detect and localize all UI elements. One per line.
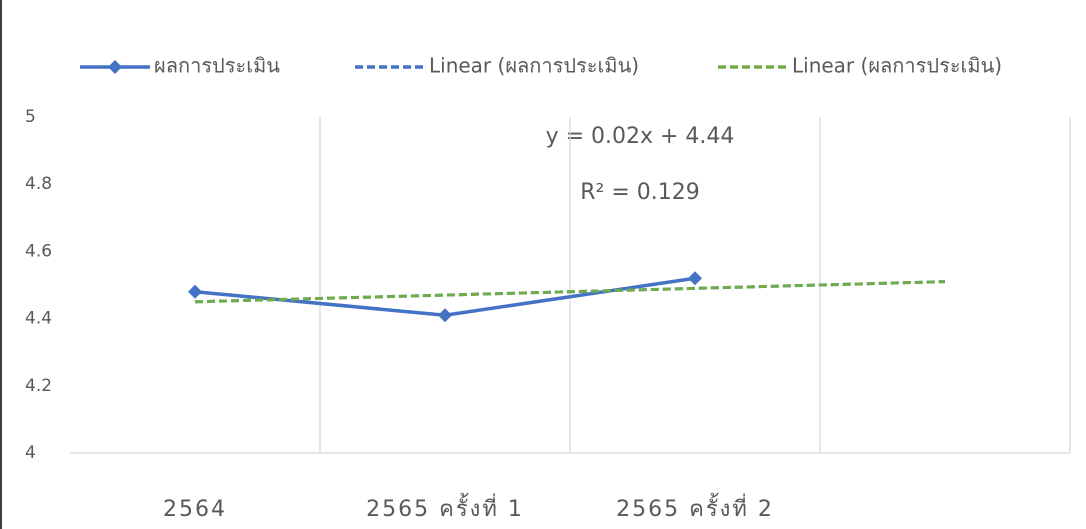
y-tick-label: 4.4 xyxy=(25,309,52,329)
marker xyxy=(688,271,702,286)
x-tick-label: 2564 xyxy=(163,497,227,522)
y-tick-label: 5 xyxy=(25,107,36,127)
x-tick-label: 2565 ครั้งที่ 1 xyxy=(366,493,524,522)
y-tick-label: 4.8 xyxy=(25,174,52,194)
trendline xyxy=(194,280,946,304)
x-tick-label: 2565 ครั้งที่ 2 xyxy=(616,493,774,522)
marker xyxy=(188,284,202,299)
y-tick-label: 4 xyxy=(25,443,36,463)
marker xyxy=(438,308,452,323)
legend-label: ผลการประเมิน xyxy=(154,54,280,78)
trend-r-squared: R² = 0.129 xyxy=(580,180,700,205)
legend-marker xyxy=(108,60,122,74)
legend-label: Linear (ผลการประเมิน) xyxy=(792,54,1002,78)
y-tick-label: 4.2 xyxy=(25,376,52,396)
trend-equation: y = 0.02x + 4.44 xyxy=(546,124,735,149)
legend-label: Linear (ผลการประเมิน) xyxy=(429,54,639,78)
y-tick-label: 4.6 xyxy=(25,241,52,261)
